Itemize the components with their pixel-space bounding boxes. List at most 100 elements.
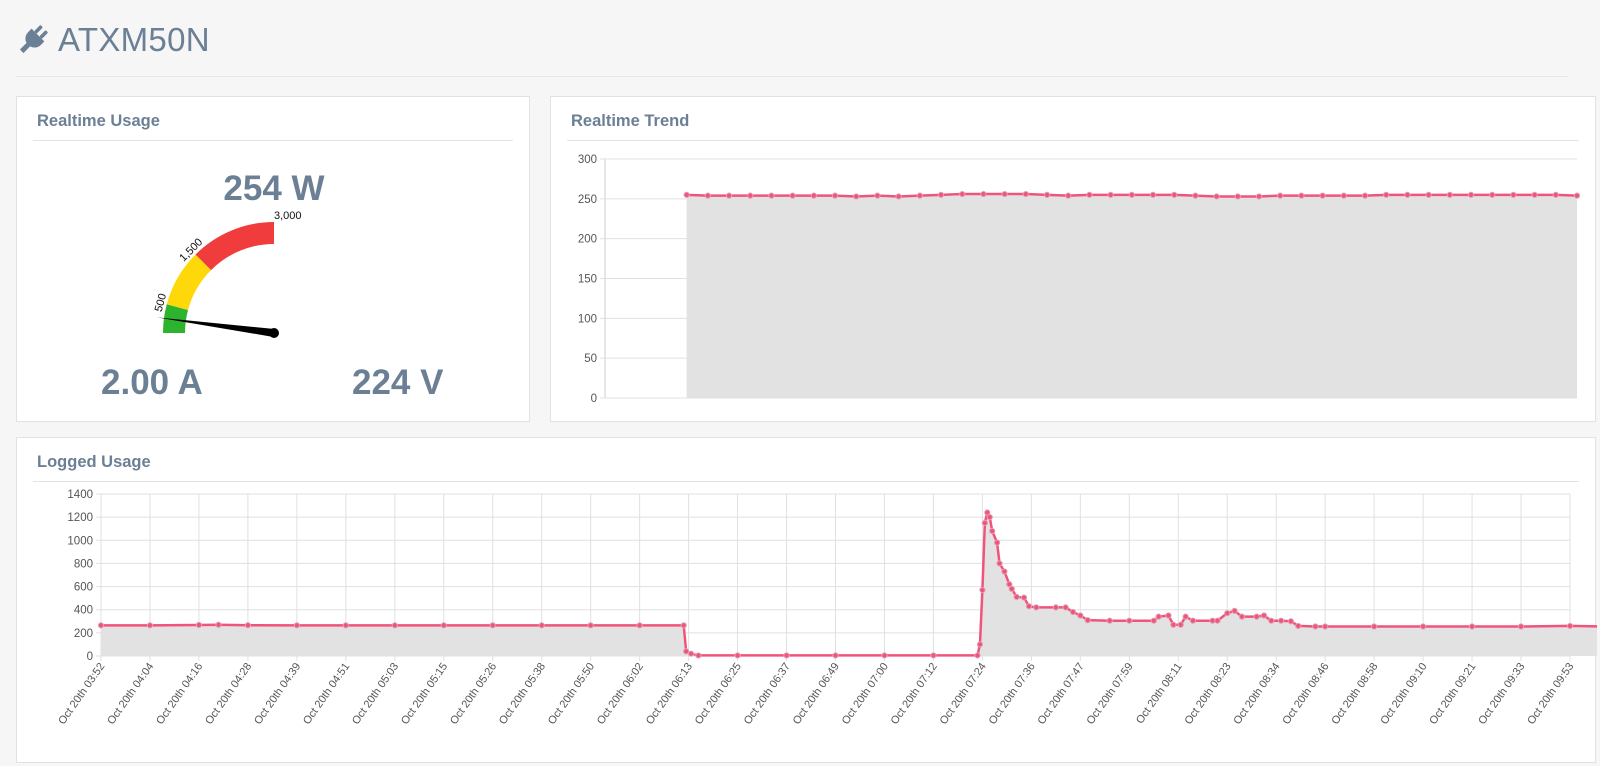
gauge-tick-label: 3,000	[274, 210, 302, 222]
data-point	[1052, 604, 1059, 611]
x-tick-label: Oct 20th 07:47	[1036, 661, 1087, 727]
data-point	[1319, 192, 1326, 199]
data-point	[1517, 623, 1525, 630]
data-point	[1489, 191, 1496, 198]
data-point	[981, 519, 988, 527]
data-point	[1214, 617, 1221, 624]
gauge-band-0	[163, 304, 189, 333]
y-tick-label: 200	[74, 628, 93, 640]
data-point	[1084, 617, 1091, 624]
data-point	[1149, 191, 1157, 198]
series-area	[101, 512, 1597, 656]
data-point	[1231, 607, 1238, 614]
data-point	[1287, 618, 1294, 625]
data-point	[1150, 617, 1157, 624]
data-point	[1126, 617, 1133, 624]
gauge-band-1	[166, 254, 212, 310]
data-point	[989, 527, 996, 535]
data-point	[391, 622, 398, 629]
realtime-trend-chart: 0 50 100 150 200 250 300	[578, 154, 1581, 405]
header-divider	[16, 76, 1568, 77]
y-tick-label: 800	[74, 558, 93, 570]
data-point	[489, 622, 496, 629]
data-point	[538, 622, 545, 629]
data-point	[146, 622, 154, 629]
data-point	[895, 193, 902, 200]
x-tick-label: Oct 20th 06:13	[644, 661, 695, 727]
data-point	[1510, 191, 1517, 198]
data-point	[1001, 568, 1008, 575]
data-point	[1361, 192, 1369, 199]
data-point	[1312, 623, 1319, 630]
x-tick-label: Oct 20th 06:02	[595, 661, 646, 727]
x-tick-label: Oct 20th 05:15	[399, 661, 450, 727]
y-tick-label: 300	[578, 154, 597, 166]
data-point	[1295, 622, 1302, 630]
data-point	[1468, 623, 1476, 630]
data-point	[1065, 192, 1072, 199]
page-title: ATXM50N	[58, 21, 210, 58]
data-point	[1224, 610, 1231, 617]
current-readout: 2.00 A	[101, 363, 203, 402]
x-tick-label: Oct 20th 04:28	[203, 661, 254, 727]
data-point	[993, 539, 1001, 546]
data-point	[979, 586, 986, 594]
y-tick-label: 200	[578, 234, 597, 246]
data-point	[1425, 191, 1432, 198]
data-point	[636, 622, 643, 629]
data-point	[996, 560, 1003, 567]
logged-usage-panel: Logged Usage Oct 20th 03:52 Oct 20th 04:0…	[16, 437, 1597, 763]
data-point	[683, 648, 690, 655]
data-point	[1253, 613, 1260, 620]
data-point	[1165, 612, 1172, 619]
data-point	[1043, 191, 1051, 198]
data-point	[244, 622, 251, 629]
y-tick-label: 400	[74, 605, 93, 617]
data-point	[980, 190, 987, 198]
y-tick-label: 250	[578, 194, 597, 206]
realtime-usage-panel: Realtime Usage 254 W 500 1,500 3,000 2.00 …	[16, 96, 530, 422]
x-tick-label: Oct 20th 05:50	[546, 661, 597, 727]
x-tick-label: Oct 20th 06:49	[791, 661, 842, 727]
data-point	[704, 192, 711, 199]
data-point	[976, 641, 984, 648]
data-point	[1322, 623, 1329, 630]
data-point	[695, 652, 702, 659]
x-tick-label: Oct 20th 09:53	[1525, 661, 1576, 727]
data-point	[680, 622, 687, 629]
data-point	[1383, 191, 1390, 198]
data-point	[1020, 594, 1028, 601]
data-point	[1238, 613, 1246, 620]
data-point	[1234, 193, 1241, 200]
data-point	[1006, 581, 1013, 588]
x-tick-label: Oct 20th 04:04	[105, 661, 156, 727]
data-point	[195, 621, 203, 629]
data-point	[342, 622, 349, 629]
data-point	[687, 650, 695, 657]
data-point	[832, 652, 839, 659]
x-tick-label: Oct 20th 05:03	[350, 661, 401, 727]
data-point	[1340, 192, 1347, 199]
y-tick-label: 1200	[67, 512, 93, 524]
data-point	[1531, 191, 1538, 198]
data-point	[747, 192, 754, 199]
data-point	[1298, 192, 1305, 199]
data-point	[587, 622, 594, 629]
data-point	[1467, 191, 1475, 198]
y-tick-label: 100	[578, 313, 597, 325]
data-point	[1013, 593, 1020, 601]
logged-usage-title: Logged Usage	[37, 453, 151, 471]
data-point	[1566, 622, 1574, 630]
x-tick-label: Oct 20th 07:24	[938, 661, 989, 727]
voltage-readout: 224 V	[352, 363, 444, 402]
data-point	[293, 622, 300, 629]
data-point	[1069, 608, 1077, 616]
data-point	[1008, 585, 1015, 592]
data-point	[1177, 621, 1184, 628]
data-point	[1189, 617, 1197, 624]
gauge-band-2	[195, 222, 274, 271]
data-point	[1404, 191, 1411, 198]
data-point	[440, 622, 447, 629]
